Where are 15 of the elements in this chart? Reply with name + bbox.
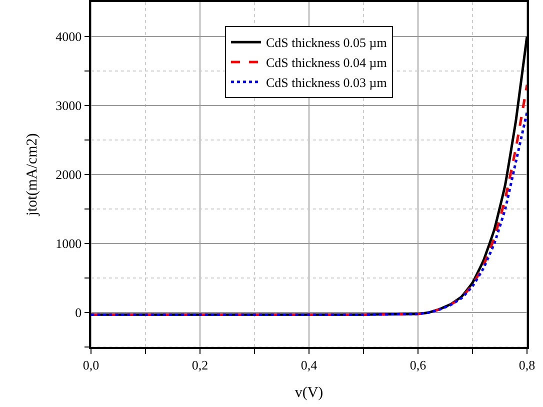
- y-tick-label: 2000: [56, 167, 82, 182]
- legend-label: CdS thickness 0.05 µm: [266, 35, 387, 50]
- x-tick-label: 0,0: [82, 357, 100, 372]
- x-tick-label: 0,8: [518, 357, 536, 372]
- y-tick-label: 3000: [56, 98, 82, 114]
- y-axis-title: jtot(mA/cm2): [24, 133, 40, 217]
- legend-label: CdS thickness 0.04 µm: [266, 55, 387, 70]
- x-tick-label: 0,6: [410, 357, 427, 372]
- legend-label: CdS thickness 0.03 µm: [266, 74, 387, 90]
- y-tick-label: 0: [75, 305, 82, 320]
- x-tick-label: 0,2: [192, 357, 208, 372]
- y-tick-label: 4000: [56, 29, 82, 44]
- y-tick-label: 1000: [56, 236, 82, 252]
- x-tick-label: 0,4: [300, 357, 318, 372]
- x-axis-title: v(V): [294, 384, 324, 401]
